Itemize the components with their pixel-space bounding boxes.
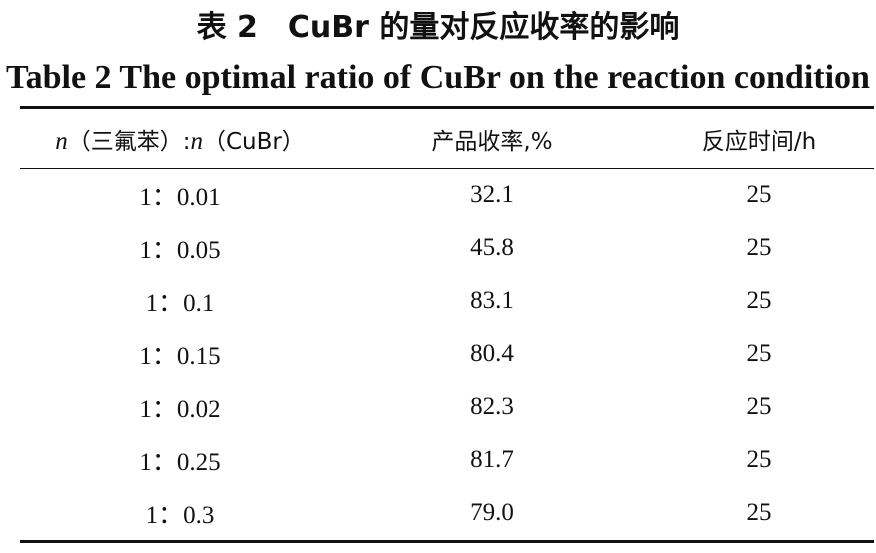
cell-time: 25 — [746, 392, 772, 420]
table-row: 1：0.3 79.0 25 — [20, 486, 874, 539]
cell-ratio: 1：0.05 — [139, 236, 221, 264]
header-molar-ratio: n（三氟苯）:n（CuBr） — [20, 109, 340, 168]
cell-ratio: 1：0.25 — [139, 448, 221, 476]
header-ratio-part1: （三氟苯）: — [67, 128, 191, 155]
cell-ratio: 1：0.3 — [145, 501, 215, 529]
header-time: 反应时间/h — [701, 128, 817, 155]
table-row: 1：0.02 82.3 25 — [20, 380, 874, 433]
cell-ratio: 1：0.02 — [139, 395, 221, 423]
cell-time: 25 — [746, 180, 772, 208]
cell-ratio: 1：0.15 — [139, 342, 221, 370]
table-row: 1：0.1 83.1 25 — [20, 274, 874, 327]
cell-yield: 80.4 — [470, 339, 514, 367]
results-table: n（三氟苯）:n（CuBr） 产品收率,% 反应时间/h 1：0.01 32.1… — [20, 109, 874, 539]
cell-time: 25 — [746, 339, 772, 367]
cell-yield: 81.7 — [470, 445, 514, 473]
cell-yield: 32.1 — [470, 180, 514, 208]
header-ratio-n1: n — [55, 127, 68, 155]
cell-time: 25 — [746, 233, 772, 261]
header-yield: 产品收率,% — [431, 128, 553, 155]
cell-yield: 79.0 — [470, 498, 514, 526]
cell-ratio: 1：0.1 — [145, 289, 215, 317]
cell-ratio: 1：0.01 — [139, 183, 221, 211]
cell-yield: 82.3 — [470, 392, 514, 420]
cell-yield: 83.1 — [470, 286, 514, 314]
cell-time: 25 — [746, 286, 772, 314]
table-top-rule — [20, 106, 874, 109]
table-row: 1：0.25 81.7 25 — [20, 433, 874, 486]
header-ratio-part2: （CuBr） — [202, 128, 305, 155]
table-bottom-rule — [20, 540, 874, 543]
table-title-english: Table 2 The optimal ratio of CuBr on the… — [6, 59, 870, 96]
table-header-rule — [20, 168, 874, 169]
cell-time: 25 — [746, 498, 772, 526]
table-row: 1：0.01 32.1 25 — [20, 168, 874, 221]
cell-time: 25 — [746, 445, 772, 473]
table-row: 1：0.15 80.4 25 — [20, 327, 874, 380]
table-header-row: n（三氟苯）:n（CuBr） 产品收率,% 反应时间/h — [20, 109, 874, 168]
table-row: 1：0.05 45.8 25 — [20, 221, 874, 274]
header-ratio-n2: n — [190, 127, 203, 155]
cell-yield: 45.8 — [470, 233, 514, 261]
table-title-chinese: 表 2 CuBr 的量对反应收率的影响 — [196, 10, 680, 45]
